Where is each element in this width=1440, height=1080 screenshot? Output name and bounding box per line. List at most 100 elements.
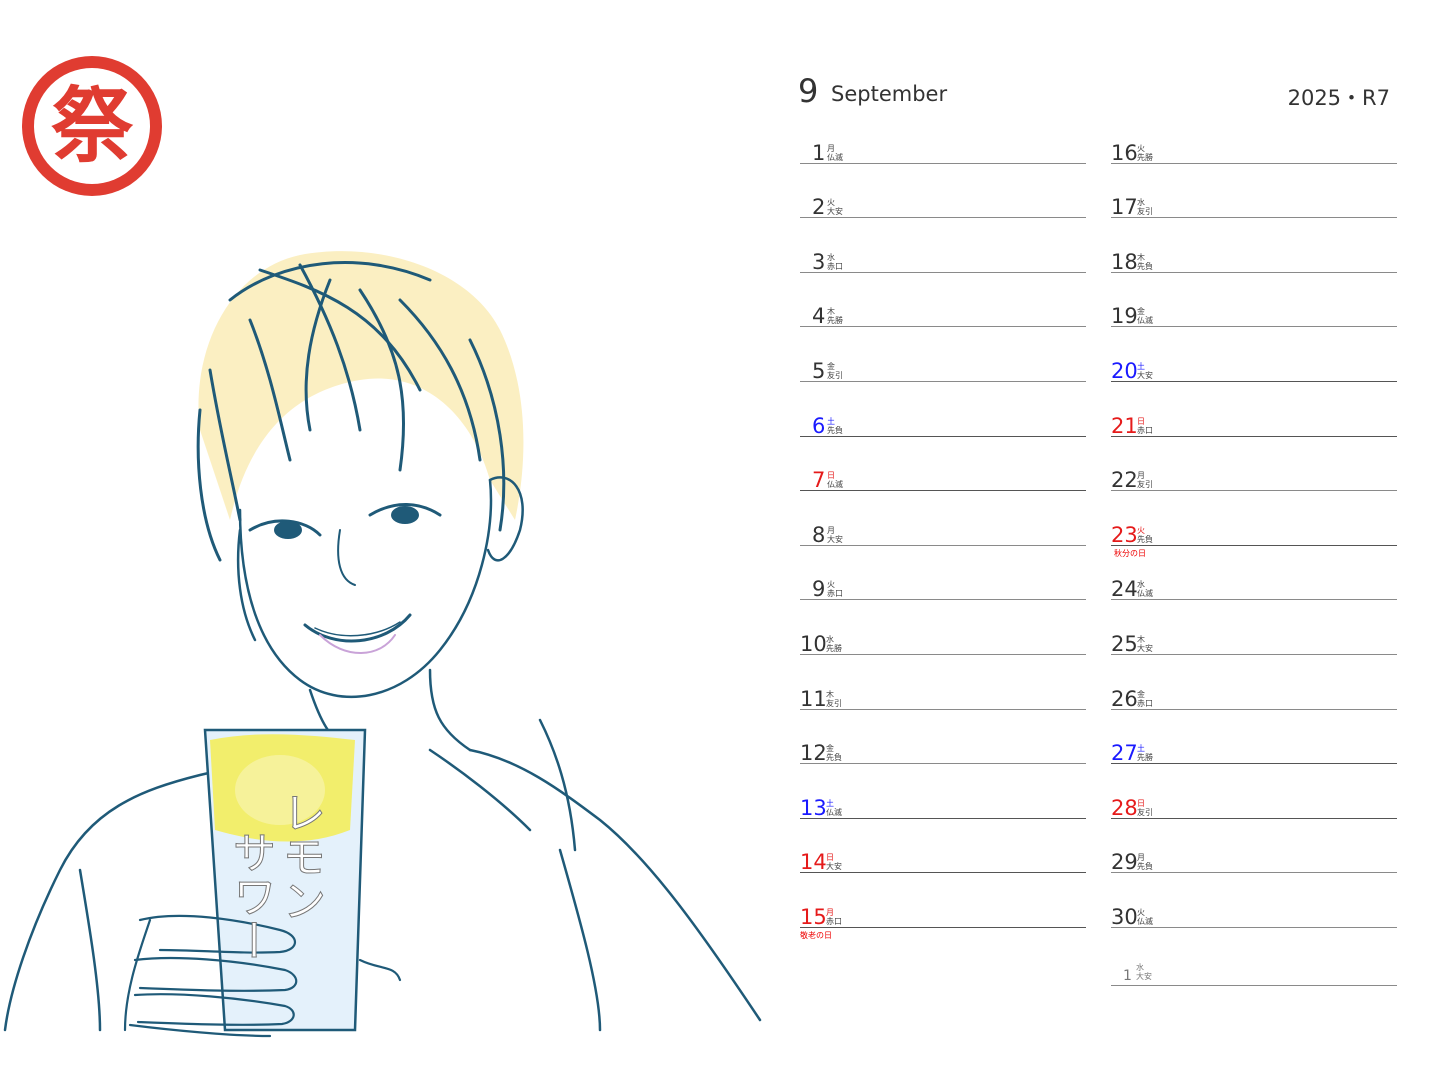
day-number: 16 [1111, 140, 1138, 165]
month-number: 9 [798, 72, 819, 110]
rokuyo-label: 大安 [1137, 370, 1153, 380]
rokuyo-label: 大安 [827, 534, 843, 544]
day-line [800, 544, 1086, 546]
day-number: 3 [812, 249, 826, 274]
day-line [1111, 926, 1397, 928]
day-sub-labels: 水仏滅 [1137, 580, 1153, 598]
day-number: 27 [1111, 741, 1138, 766]
day-sub-labels: 金赤口 [1137, 690, 1153, 708]
rokuyo-label: 仏滅 [1137, 316, 1153, 326]
day-number: 11 [800, 686, 827, 711]
day-row: 21 日赤口 [1111, 399, 1397, 454]
day-row: 10 水先勝 [800, 617, 1086, 672]
day-number: 24 [1111, 577, 1138, 602]
rokuyo-label: 先負 [1137, 261, 1153, 271]
day-row: 14 日大安 [800, 836, 1086, 891]
weekday-label: 金 [1137, 307, 1145, 317]
day-sub-labels: 日大安 [826, 853, 842, 871]
day-row: 7 日仏滅 [800, 454, 1086, 509]
weekday-label: 金 [827, 361, 835, 371]
rokuyo-label: 仏滅 [827, 480, 843, 490]
day-line [800, 926, 1086, 928]
weekday-label: 水 [1137, 198, 1145, 208]
rokuyo-label: 大安 [826, 862, 842, 872]
day-sub-labels: 月先負 [1137, 853, 1153, 871]
festival-stamp-icon: 祭 [22, 56, 162, 196]
month-name: September [831, 82, 948, 106]
day-line [1111, 984, 1397, 986]
glass-text-lemon: レモン [275, 790, 326, 922]
day-row: 22 月友引 [1111, 454, 1397, 509]
day-line [1111, 653, 1397, 655]
rokuyo-label: 赤口 [1137, 698, 1153, 708]
day-sub-labels: 木先勝 [827, 307, 843, 325]
day-line [800, 599, 1086, 601]
weekday-label: 水 [827, 252, 835, 262]
day-row: 24 水仏滅 [1111, 563, 1397, 618]
day-sub-labels: 水大安 [1136, 963, 1152, 981]
weekday-label: 火 [827, 580, 835, 590]
day-sub-labels: 火仏滅 [1137, 908, 1153, 926]
rokuyo-label: 友引 [827, 370, 843, 380]
rokuyo-label: 仏滅 [826, 807, 842, 817]
day-row: 28 日友引 [1111, 781, 1397, 836]
holiday-label: 秋分の日 [1114, 549, 1146, 559]
weekday-label: 水 [826, 634, 834, 644]
day-sub-labels: 金友引 [827, 362, 843, 380]
day-number: 19 [1111, 304, 1138, 329]
holiday-label: 敬老の日 [800, 931, 832, 941]
day-line [1111, 380, 1397, 382]
day-sub-labels: 土先負 [827, 417, 843, 435]
rokuyo-label: 赤口 [826, 916, 842, 926]
day-row: 12 金先負 [800, 727, 1086, 782]
day-line [800, 490, 1086, 492]
rokuyo-label: 先負 [826, 753, 842, 763]
rokuyo-label: 赤口 [827, 261, 843, 271]
day-sub-labels: 土仏滅 [826, 799, 842, 817]
day-line [1111, 217, 1397, 219]
day-line [800, 162, 1086, 164]
day-row: 4 木先勝 [800, 290, 1086, 345]
day-line [800, 380, 1086, 382]
day-number: 10 [800, 631, 827, 656]
day-row: 16 火先勝 [1111, 126, 1397, 181]
day-line [800, 708, 1086, 710]
weekday-label: 月 [1137, 853, 1145, 863]
day-number: 8 [812, 522, 826, 547]
illustration-person-with-drink: レモン サワー [3, 251, 762, 1038]
day-sub-labels: 水先勝 [826, 635, 842, 653]
weekday-label: 土 [1137, 744, 1145, 754]
day-number: 28 [1111, 795, 1138, 820]
weekday-label: 金 [1137, 689, 1145, 699]
weekday-label: 月 [827, 143, 835, 153]
day-sub-labels: 水友引 [1137, 198, 1153, 216]
day-sub-labels: 土大安 [1137, 362, 1153, 380]
weekday-label: 土 [826, 798, 834, 808]
weekday-label: 木 [827, 307, 835, 317]
rokuyo-label: 友引 [1137, 480, 1153, 490]
day-sub-labels: 水赤口 [827, 253, 843, 271]
weekday-label: 金 [826, 744, 834, 754]
calendar-panel: 9 September 2025・R7 1 月仏滅 2 火大安 3 水赤口 4 木先勝 5 金友引… [798, 70, 1400, 1000]
glass-text-sour: サワー [225, 830, 276, 962]
day-line [800, 763, 1086, 765]
day-number: 26 [1111, 686, 1138, 711]
weekday-label: 日 [826, 853, 834, 863]
day-number: 7 [812, 468, 826, 493]
day-sub-labels: 火先負 [1137, 526, 1153, 544]
day-line [1111, 817, 1397, 819]
day-sub-labels: 火先勝 [1137, 144, 1153, 162]
day-number: 13 [800, 795, 827, 820]
day-sub-labels: 土先勝 [1137, 744, 1153, 762]
stamp-char: 祭 [51, 78, 134, 174]
day-line [1111, 599, 1397, 601]
day-row: 3 水赤口 [800, 235, 1086, 290]
day-line [1111, 490, 1397, 492]
day-row: 8 月大安 [800, 508, 1086, 563]
day-line [800, 217, 1086, 219]
rokuyo-label: 先負 [827, 425, 843, 435]
day-number: 14 [800, 850, 827, 875]
rokuyo-label: 赤口 [1137, 425, 1153, 435]
weekday-label: 火 [1137, 143, 1145, 153]
day-line [800, 326, 1086, 328]
